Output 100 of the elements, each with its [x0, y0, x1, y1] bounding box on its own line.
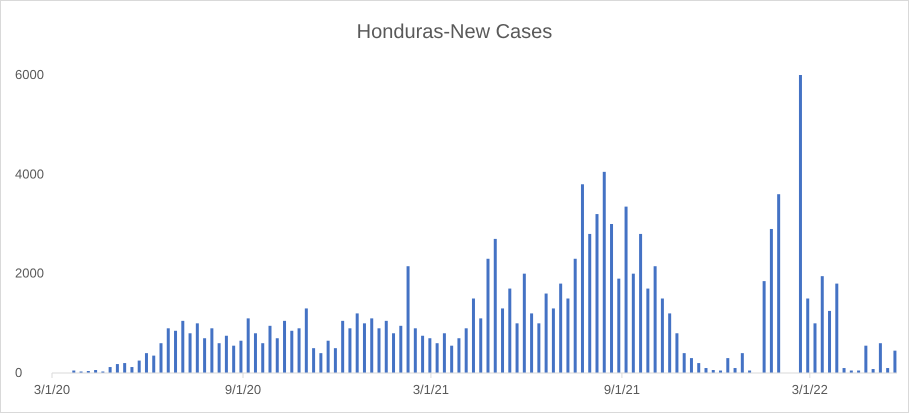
- bar: [639, 234, 642, 373]
- bar: [544, 294, 548, 373]
- bar: [130, 367, 134, 373]
- bar: [203, 338, 206, 373]
- bar: [486, 258, 490, 373]
- bar: [595, 214, 598, 373]
- bar: [312, 348, 316, 373]
- bar: [261, 343, 264, 373]
- bar: [632, 274, 635, 373]
- bar: [726, 358, 730, 373]
- bar: [196, 323, 199, 373]
- bar: [878, 343, 882, 373]
- bar: [886, 368, 890, 373]
- bar: [675, 333, 678, 373]
- x-tick-label: 3/1/22: [792, 382, 828, 397]
- bar: [326, 340, 330, 373]
- bar: [254, 333, 257, 373]
- bar: [174, 330, 178, 373]
- bar: [152, 356, 156, 373]
- bar: [472, 298, 475, 373]
- bar: [654, 266, 657, 373]
- bar: [348, 328, 352, 373]
- bar: [464, 328, 468, 373]
- x-tick-label: 9/1/20: [224, 382, 262, 397]
- bar: [813, 323, 816, 373]
- bar: [232, 346, 236, 373]
- bar: [668, 313, 672, 373]
- bar: [828, 310, 832, 373]
- bar: [580, 184, 584, 373]
- bar: [436, 343, 439, 373]
- bar: [356, 313, 359, 373]
- bar: [566, 298, 570, 373]
- bar: [893, 350, 896, 373]
- bar: [160, 343, 162, 373]
- bar: [530, 313, 534, 373]
- bar: [777, 194, 780, 373]
- bar: [574, 258, 577, 373]
- bar: [362, 323, 366, 373]
- bar: [559, 284, 562, 373]
- bar: [304, 308, 308, 373]
- bar: [298, 328, 301, 373]
- bar: [660, 298, 664, 373]
- bar: [690, 358, 693, 373]
- bar: [646, 288, 650, 373]
- x-tick-label: 3/1/20: [34, 382, 70, 397]
- y-tick-label: 0: [15, 365, 22, 380]
- bar: [610, 224, 614, 373]
- bar: [806, 298, 810, 373]
- bar: [602, 172, 606, 373]
- bar: [624, 206, 628, 373]
- bar: [770, 228, 773, 373]
- bar: [734, 368, 737, 373]
- bar: [835, 284, 838, 373]
- bar: [501, 308, 504, 373]
- bar: [283, 320, 286, 373]
- bar: [457, 338, 460, 373]
- bar: [239, 340, 242, 373]
- bar: [224, 336, 228, 373]
- bar: [762, 281, 766, 373]
- chart-title: Honduras-New Cases: [356, 21, 552, 43]
- bar: [864, 346, 868, 373]
- bar: [537, 323, 540, 373]
- bar: [123, 363, 126, 373]
- bar: [428, 338, 432, 373]
- bar: [516, 323, 519, 373]
- x-tick-label: 9/1/21: [604, 382, 640, 397]
- bar: [138, 360, 141, 373]
- bar: [384, 320, 388, 373]
- bar: [508, 288, 512, 373]
- bar: [144, 353, 148, 373]
- bar: [392, 333, 396, 373]
- bar: [682, 353, 686, 373]
- bar: [246, 318, 250, 373]
- bar: [697, 363, 700, 373]
- bar: [820, 276, 824, 373]
- bar: [414, 328, 417, 373]
- y-tick-label: 4000: [15, 166, 44, 182]
- bar: [522, 274, 526, 373]
- bar: [842, 368, 846, 373]
- bar: [442, 333, 446, 373]
- bar: [588, 234, 592, 373]
- bar: [421, 336, 424, 373]
- bar: [798, 75, 802, 373]
- bar: [166, 328, 170, 373]
- bar: [399, 326, 402, 373]
- bar: [181, 320, 184, 373]
- bar: [479, 318, 482, 373]
- bar: [188, 333, 192, 373]
- bar: [370, 318, 374, 373]
- bar: [740, 353, 744, 373]
- bar: [341, 320, 344, 373]
- bar: [450, 346, 454, 373]
- y-tick-label: 6000: [15, 67, 44, 82]
- bar: [552, 308, 555, 373]
- y-tick-label: 2000: [15, 266, 44, 281]
- bar: [276, 338, 279, 373]
- bar: [268, 326, 272, 373]
- bar: [116, 364, 119, 373]
- bar: [319, 353, 322, 373]
- bar: [406, 266, 410, 373]
